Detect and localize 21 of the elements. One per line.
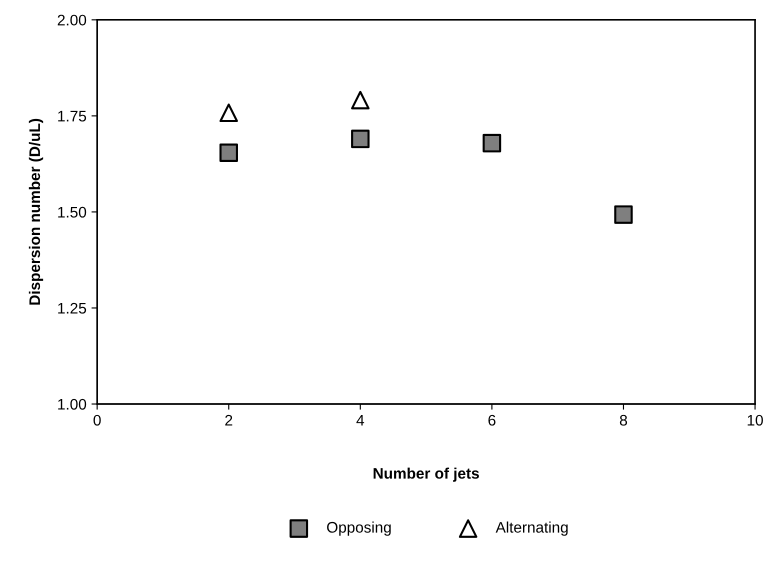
point [219, 143, 238, 162]
point [351, 130, 370, 148]
point [614, 205, 633, 224]
x-tick-label: 10 [748, 414, 763, 426]
point [351, 90, 370, 110]
x-tick-label: 8 [620, 414, 628, 426]
y-tick-label: 1.25 [58, 302, 86, 314]
y-tick-label: 1.00 [58, 398, 86, 410]
point [482, 134, 502, 152]
x-tick-label: 6 [488, 414, 496, 426]
legend-label: Opposing [327, 522, 391, 536]
y-tick-label: 1.75 [58, 110, 86, 122]
x-axis-title: Number of jets [374, 468, 479, 482]
x-tick-label: 4 [356, 414, 364, 426]
point [219, 104, 238, 122]
x-tick-label: 2 [225, 414, 232, 426]
x-tick-label: 0 [94, 414, 101, 426]
legend-label: Alternating [496, 522, 568, 536]
y-tick-label: 2.00 [58, 14, 86, 26]
y-axis-title: Dispersion number (D/uL) [28, 118, 44, 305]
y-tick-label: 1.50 [58, 206, 86, 218]
